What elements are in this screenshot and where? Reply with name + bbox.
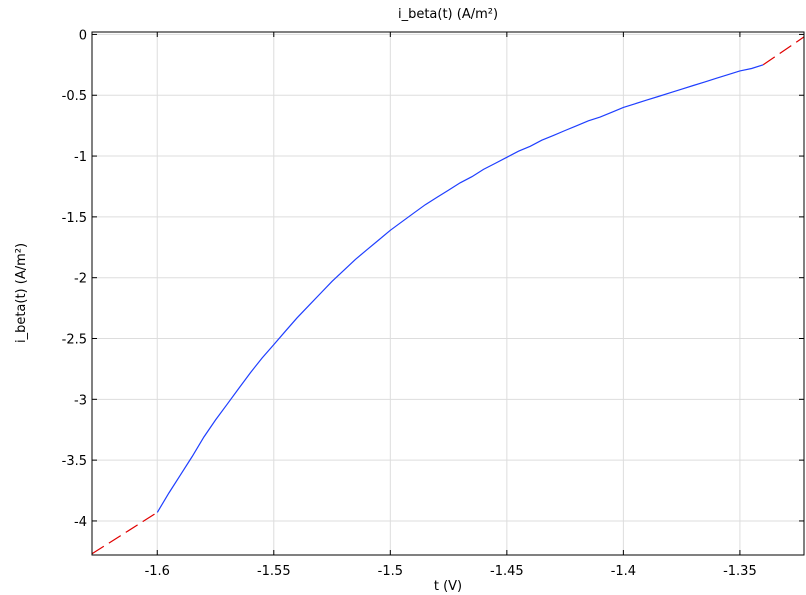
x-tick-label: -1.55 (257, 564, 291, 579)
x-tick-label: -1.35 (723, 564, 757, 579)
y-tick-label: -1 (74, 150, 87, 165)
y-tick-label: -2.5 (62, 333, 87, 348)
y-tick-label: -3 (74, 393, 87, 408)
x-tick-label: -1.5 (378, 564, 403, 579)
extrapolation-line (91, 511, 158, 555)
y-tick-label: -3.5 (62, 454, 87, 469)
chart-title: i_beta(t) (A/m²) (398, 7, 498, 22)
y-axis-ticks: 0 -0.5 -1 -1.5 -2 -2.5 -3 -3.5 -4 (62, 28, 804, 530)
plot-frame (91, 31, 805, 556)
x-axis-label: t (V) (434, 579, 462, 594)
y-tick-label: 0 (79, 28, 87, 43)
x-tick-label: -1.6 (145, 564, 170, 579)
x-tick-label: -1.4 (611, 564, 636, 579)
grid (92, 32, 804, 555)
extrapolation-line (762, 36, 805, 66)
data-line (156, 64, 764, 513)
x-tick-label: -1.45 (490, 564, 524, 579)
x-axis-ticks: -1.6 -1.55 -1.5 -1.45 -1.4 -1.35 (145, 32, 757, 579)
y-tick-label: -0.5 (62, 89, 87, 104)
series-layer (91, 36, 805, 555)
y-tick-label: -2 (74, 272, 87, 287)
y-tick-label: -1.5 (62, 211, 87, 226)
y-tick-label: -4 (74, 515, 87, 530)
y-axis-label: i_beta(t) (A/m²) (14, 243, 29, 343)
